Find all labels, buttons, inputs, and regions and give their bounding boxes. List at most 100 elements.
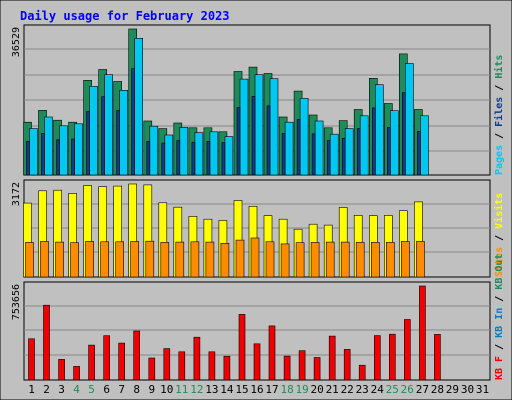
- bar-pages-day-1: [27, 141, 30, 175]
- visits-sites-ymax-label: 3172: [11, 182, 22, 206]
- bar-files-day-3: [60, 126, 68, 175]
- x-tick-label: 14: [220, 383, 234, 396]
- bar-files-day-4: [75, 124, 83, 175]
- x-tick-label: 10: [160, 383, 173, 396]
- bar-files-day-20: [315, 121, 323, 175]
- bar-sites-day-10: [161, 242, 169, 277]
- x-tick-label: 17: [265, 383, 278, 396]
- hits-files-pages-panel: 36529 Pages / Files / Hits: [11, 25, 505, 175]
- bar-files-day-13: [210, 132, 218, 175]
- bar-kb-f-day-26: [404, 320, 410, 381]
- x-tick-label: 31: [476, 383, 489, 396]
- bar-sites-day-2: [41, 242, 49, 278]
- bar-sites-day-4: [71, 243, 79, 277]
- bar-sites-day-14: [221, 243, 229, 277]
- bar-pages-day-13: [207, 141, 210, 175]
- bar-kb-f-day-13: [209, 352, 215, 380]
- hits-files-pages-ymax-label: 36529: [11, 27, 22, 57]
- bar-pages-day-11: [177, 141, 180, 175]
- bar-pages-day-15: [237, 108, 240, 176]
- bar-sites-day-23: [356, 242, 364, 277]
- bar-files-day-5: [90, 86, 98, 175]
- bar-kb-f-day-17: [269, 326, 275, 380]
- bar-pages-day-22: [342, 138, 345, 175]
- bar-pages-day-24: [372, 108, 375, 175]
- x-tick-label: 29: [446, 383, 459, 396]
- bar-files-day-24: [375, 85, 383, 175]
- x-tick-label: 21: [326, 383, 339, 396]
- bar-kb-f-day-11: [179, 352, 185, 380]
- bar-pages-day-5: [87, 112, 90, 176]
- bar-sites-day-8: [131, 242, 139, 278]
- bar-pages-day-10: [162, 143, 165, 175]
- bar-pages-day-25: [387, 127, 390, 175]
- bar-sites-day-18: [281, 244, 289, 277]
- bar-sites-day-15: [236, 240, 244, 277]
- visits-sites-panel: 3172 Sites / Visits: [11, 180, 505, 277]
- bar-files-day-9: [150, 126, 158, 175]
- kbytes-ymax-label: 753656: [11, 284, 22, 320]
- bar-files-day-16: [255, 75, 263, 175]
- bar-pages-day-14: [222, 143, 225, 175]
- bar-pages-day-12: [192, 142, 195, 175]
- bar-sites-day-11: [176, 242, 184, 277]
- bar-pages-day-2: [42, 133, 45, 175]
- bar-kb-f-day-4: [74, 366, 80, 380]
- bar-kb-f-day-12: [194, 337, 200, 380]
- bar-files-day-22: [345, 129, 353, 175]
- bar-kb-f-day-19: [299, 351, 305, 380]
- x-tick-label: 15: [235, 383, 248, 396]
- bar-sites-day-26: [401, 242, 409, 278]
- x-tick-label: 9: [148, 383, 155, 396]
- bar-sites-day-25: [386, 242, 394, 277]
- bar-files-day-23: [360, 116, 368, 175]
- bar-kb-f-day-22: [344, 349, 350, 380]
- x-tick-label: 27: [416, 383, 429, 396]
- bar-kb-f-day-27: [419, 286, 425, 380]
- bar-sites-day-6: [101, 242, 109, 277]
- bar-sites-day-5: [86, 242, 94, 278]
- bar-kb-f-day-21: [329, 336, 335, 380]
- x-tick-label: 11: [175, 383, 188, 396]
- bar-kb-f-day-20: [314, 358, 320, 381]
- bar-sites-day-22: [341, 242, 349, 277]
- bar-sites-day-3: [56, 242, 64, 277]
- bar-kb-f-day-6: [104, 336, 110, 380]
- x-tick-label: 8: [133, 383, 140, 396]
- x-tick-label: 1: [28, 383, 35, 396]
- bar-kb-f-day-14: [224, 356, 230, 380]
- bar-kb-f-day-18: [284, 356, 290, 380]
- bar-kb-f-day-24: [374, 336, 380, 380]
- bar-files-day-18: [285, 122, 293, 175]
- bar-sites-day-12: [191, 242, 199, 277]
- x-tick-label: 16: [250, 383, 263, 396]
- bar-sites-day-27: [416, 242, 424, 278]
- bar-pages-day-16: [252, 96, 255, 175]
- bar-pages-day-19: [297, 119, 300, 175]
- x-tick-label: 2: [43, 383, 50, 396]
- bar-kb-f-day-16: [254, 344, 260, 380]
- bar-files-day-15: [240, 79, 248, 175]
- bar-kb-f-day-7: [119, 343, 125, 380]
- bar-files-day-27: [420, 116, 428, 175]
- bar-files-day-2: [45, 117, 53, 175]
- bar-kb-f-day-5: [89, 345, 95, 380]
- bar-files-day-25: [390, 111, 398, 175]
- bar-kb-f-day-25: [389, 334, 395, 380]
- bar-pages-day-9: [147, 141, 150, 175]
- x-tick-label: 30: [461, 383, 474, 396]
- bar-pages-day-7: [117, 110, 120, 175]
- bar-files-day-21: [330, 134, 338, 175]
- bar-pages-day-3: [57, 140, 60, 175]
- bar-kb-f-day-28: [434, 334, 440, 380]
- bar-sites-day-24: [371, 242, 379, 277]
- x-tick-label: 6: [103, 383, 110, 396]
- x-tick-label: 7: [118, 383, 125, 396]
- x-tick-label: 3: [58, 383, 65, 396]
- x-tick-label: 4: [73, 383, 80, 396]
- bar-files-day-19: [300, 98, 308, 175]
- x-tick-label: 24: [371, 383, 385, 396]
- bar-files-day-11: [180, 127, 188, 175]
- chart-title: Daily usage for February 2023: [20, 9, 230, 23]
